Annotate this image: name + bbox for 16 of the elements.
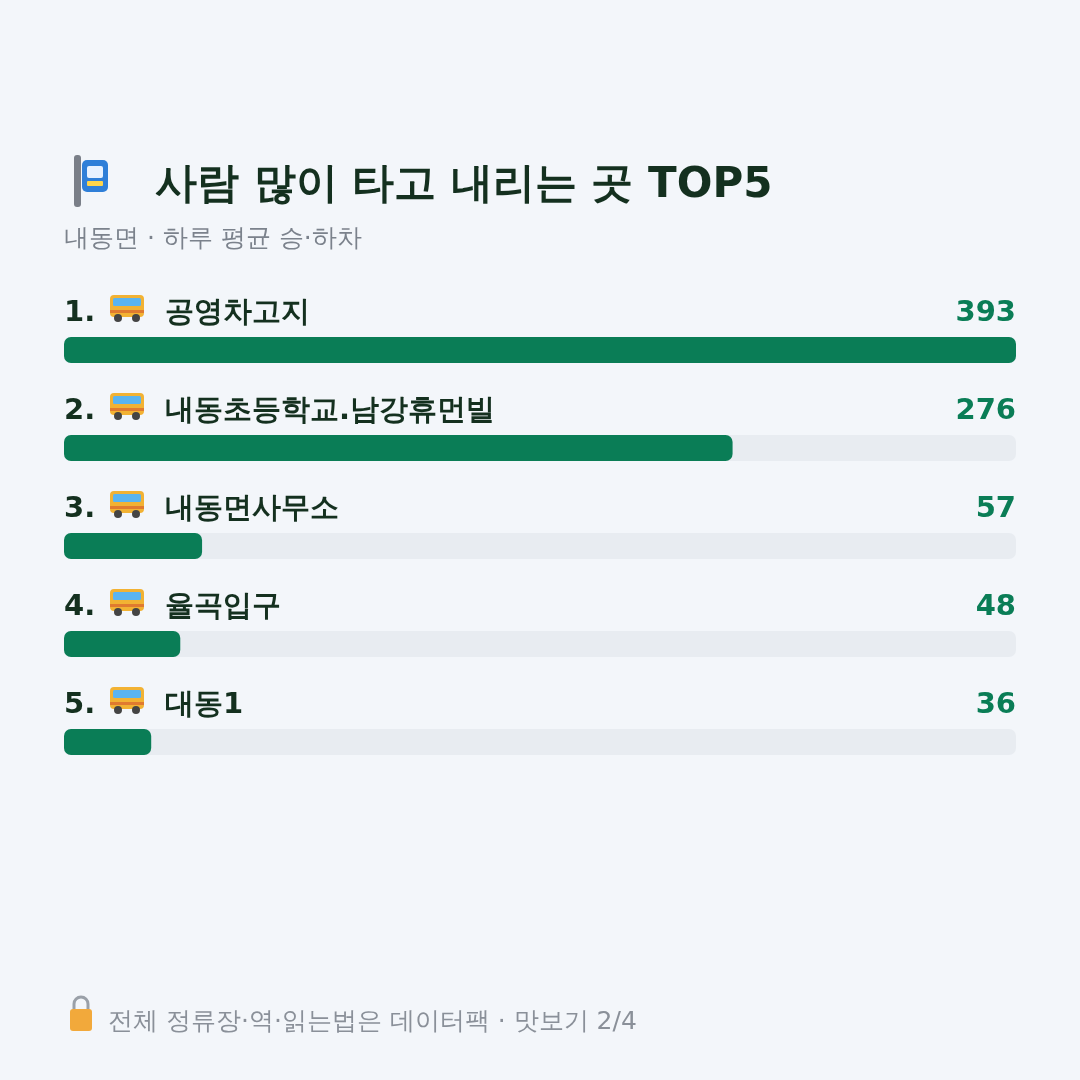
category-label: 4. 율곡입구	[64, 588, 281, 622]
category-label: 5. 대동1	[64, 686, 244, 720]
text: 전체 정류장·역·읽는법은 데이터팩 · 맛보기 2/4	[108, 1006, 637, 1035]
data-label: 36	[975, 686, 1016, 720]
chart-subtitle: 내동면 · 하루 평균 승·하차	[64, 223, 362, 252]
data-label: 57	[975, 490, 1016, 524]
bar	[64, 729, 152, 755]
data-label: 276	[955, 392, 1016, 426]
data-label: 393	[955, 294, 1016, 328]
data-label: 48	[975, 588, 1016, 622]
chart-title: 사람 많이 타고 내리는 곳 TOP5	[155, 158, 773, 207]
bar	[64, 533, 203, 559]
bar	[64, 631, 181, 657]
category-label: 2. 내동초등학교.남강휴먼빌	[64, 392, 496, 426]
category-label: 3. 내동면사무소	[64, 490, 339, 524]
category-label: 1. 공영차고지	[64, 294, 310, 328]
